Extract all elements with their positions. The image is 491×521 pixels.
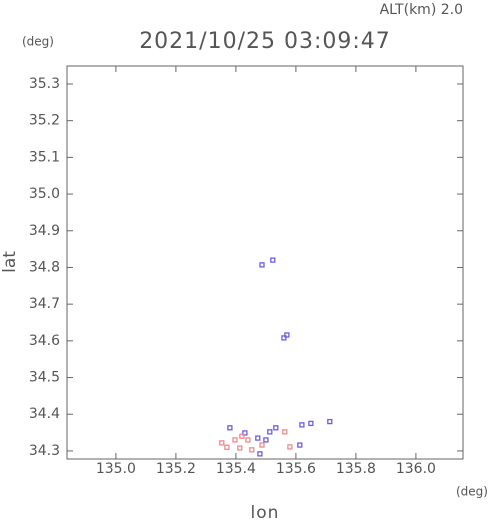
point <box>257 451 263 457</box>
point <box>273 425 279 431</box>
point <box>284 332 290 338</box>
x-axis-label: lon <box>251 503 280 521</box>
point <box>281 335 287 341</box>
y-tick-label: 34.7 <box>29 296 60 312</box>
point <box>282 429 288 435</box>
altitude-label: ALT(km) 2.0 <box>380 2 463 18</box>
x-tick-label: 135.6 <box>276 461 316 477</box>
x-tick-label: 135.4 <box>216 461 256 477</box>
point <box>219 440 225 446</box>
y-tick-label: 35.1 <box>29 149 60 165</box>
y-tick-label: 34.3 <box>29 443 60 459</box>
point <box>270 257 276 263</box>
point <box>267 429 273 435</box>
point <box>308 420 314 427</box>
point <box>327 418 333 425</box>
plot-frame <box>66 65 464 460</box>
y-axis-label: lat <box>0 251 20 273</box>
y-tick-label: 35.2 <box>29 113 60 129</box>
x-tick-label: 135.0 <box>96 461 136 477</box>
point <box>249 447 255 453</box>
point <box>287 444 293 450</box>
x-tick-label: 135.8 <box>336 461 376 477</box>
chart-title: 2021/10/25 03:09:47 <box>139 29 391 54</box>
point <box>297 442 303 448</box>
y-tick-label: 35.0 <box>29 186 60 202</box>
point <box>263 437 269 443</box>
point <box>232 437 238 443</box>
point <box>224 444 230 450</box>
point <box>237 445 243 451</box>
y-tick-label: 34.4 <box>29 406 60 422</box>
point <box>259 442 265 448</box>
y-unit: (deg) <box>22 35 54 49</box>
y-tick-label: 34.8 <box>29 259 60 275</box>
point <box>242 430 248 436</box>
point <box>259 262 265 268</box>
point <box>227 425 233 431</box>
point <box>299 422 305 428</box>
y-tick-label: 34.6 <box>29 333 60 349</box>
y-tick-label: 35.3 <box>29 76 60 92</box>
x-tick-label: 135.2 <box>156 461 196 477</box>
x-unit: (deg) <box>456 485 488 499</box>
point <box>245 437 251 443</box>
y-tick-label: 34.5 <box>29 370 60 386</box>
point <box>255 435 261 441</box>
y-tick-label: 34.9 <box>29 223 60 239</box>
x-tick-label: 136.0 <box>396 461 436 477</box>
point <box>239 433 245 439</box>
